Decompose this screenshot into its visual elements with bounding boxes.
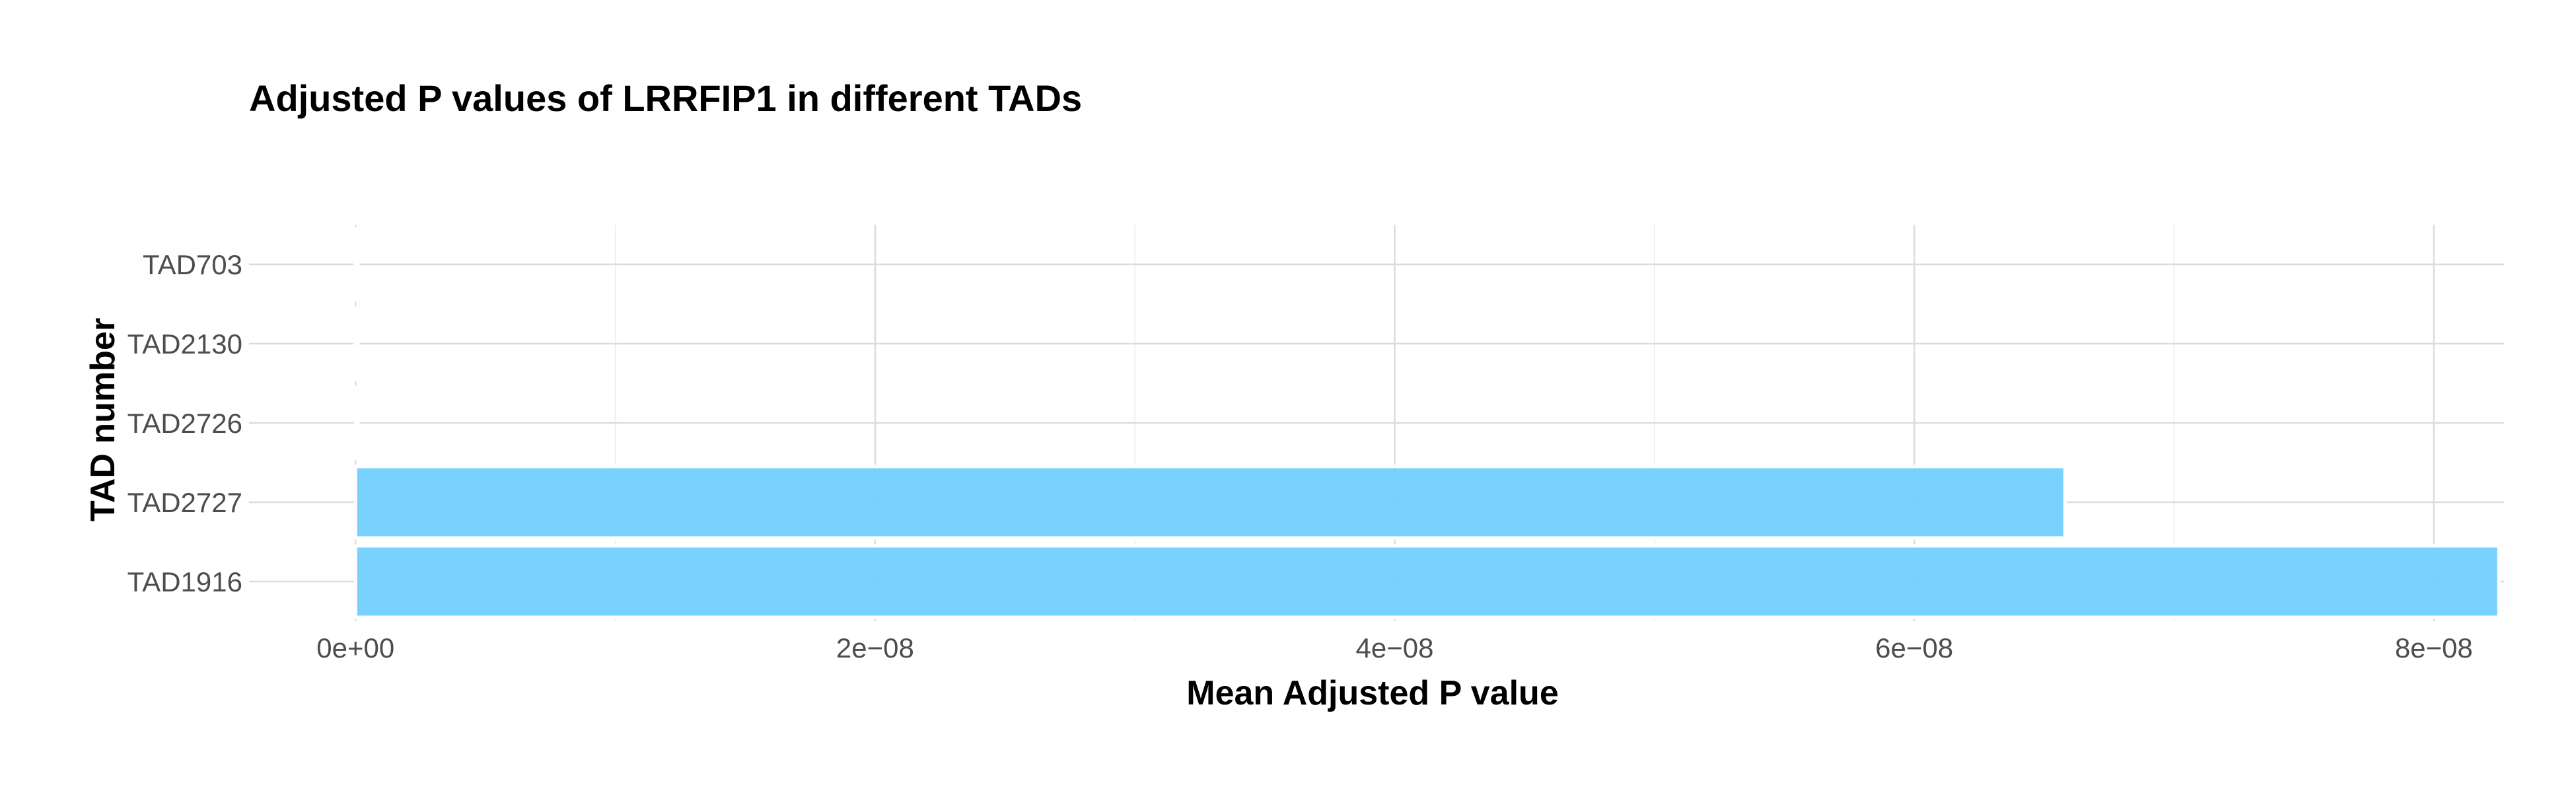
bar-tad1916 <box>353 544 2501 619</box>
bar-tad703 <box>353 227 360 302</box>
x-tick-label: 6e−08 <box>1875 632 1953 663</box>
y-tick-label: TAD2130 <box>127 328 242 359</box>
x-tick-label: 4e−08 <box>1356 632 1434 663</box>
bar-tad2727 <box>353 465 2067 540</box>
y-tick-label: TAD2726 <box>127 408 242 439</box>
x-tick-label: 2e−08 <box>836 632 914 663</box>
x-axis-title: Mean Adjusted P value <box>1186 674 1559 712</box>
y-tick-label: TAD2727 <box>127 487 242 518</box>
bar-tad2726 <box>353 385 360 461</box>
x-tick-label: 8e−08 <box>2395 632 2473 663</box>
bar-tad2130 <box>353 306 360 381</box>
bars <box>353 227 2501 619</box>
y-tick-label: TAD1916 <box>127 566 242 597</box>
y-tick-labels: TAD1916 TAD2727 TAD2726 TAD2130 TAD703 <box>127 249 242 597</box>
y-tick-label: TAD703 <box>143 249 242 280</box>
x-tick-labels: 0e+00 2e−08 4e−08 6e−08 8e−08 <box>316 632 2473 663</box>
y-axis-title: TAD number <box>84 318 122 521</box>
chart-title: Adjusted P values of LRRFIP1 in differen… <box>249 77 1082 119</box>
x-tick-label: 0e+00 <box>316 632 394 663</box>
